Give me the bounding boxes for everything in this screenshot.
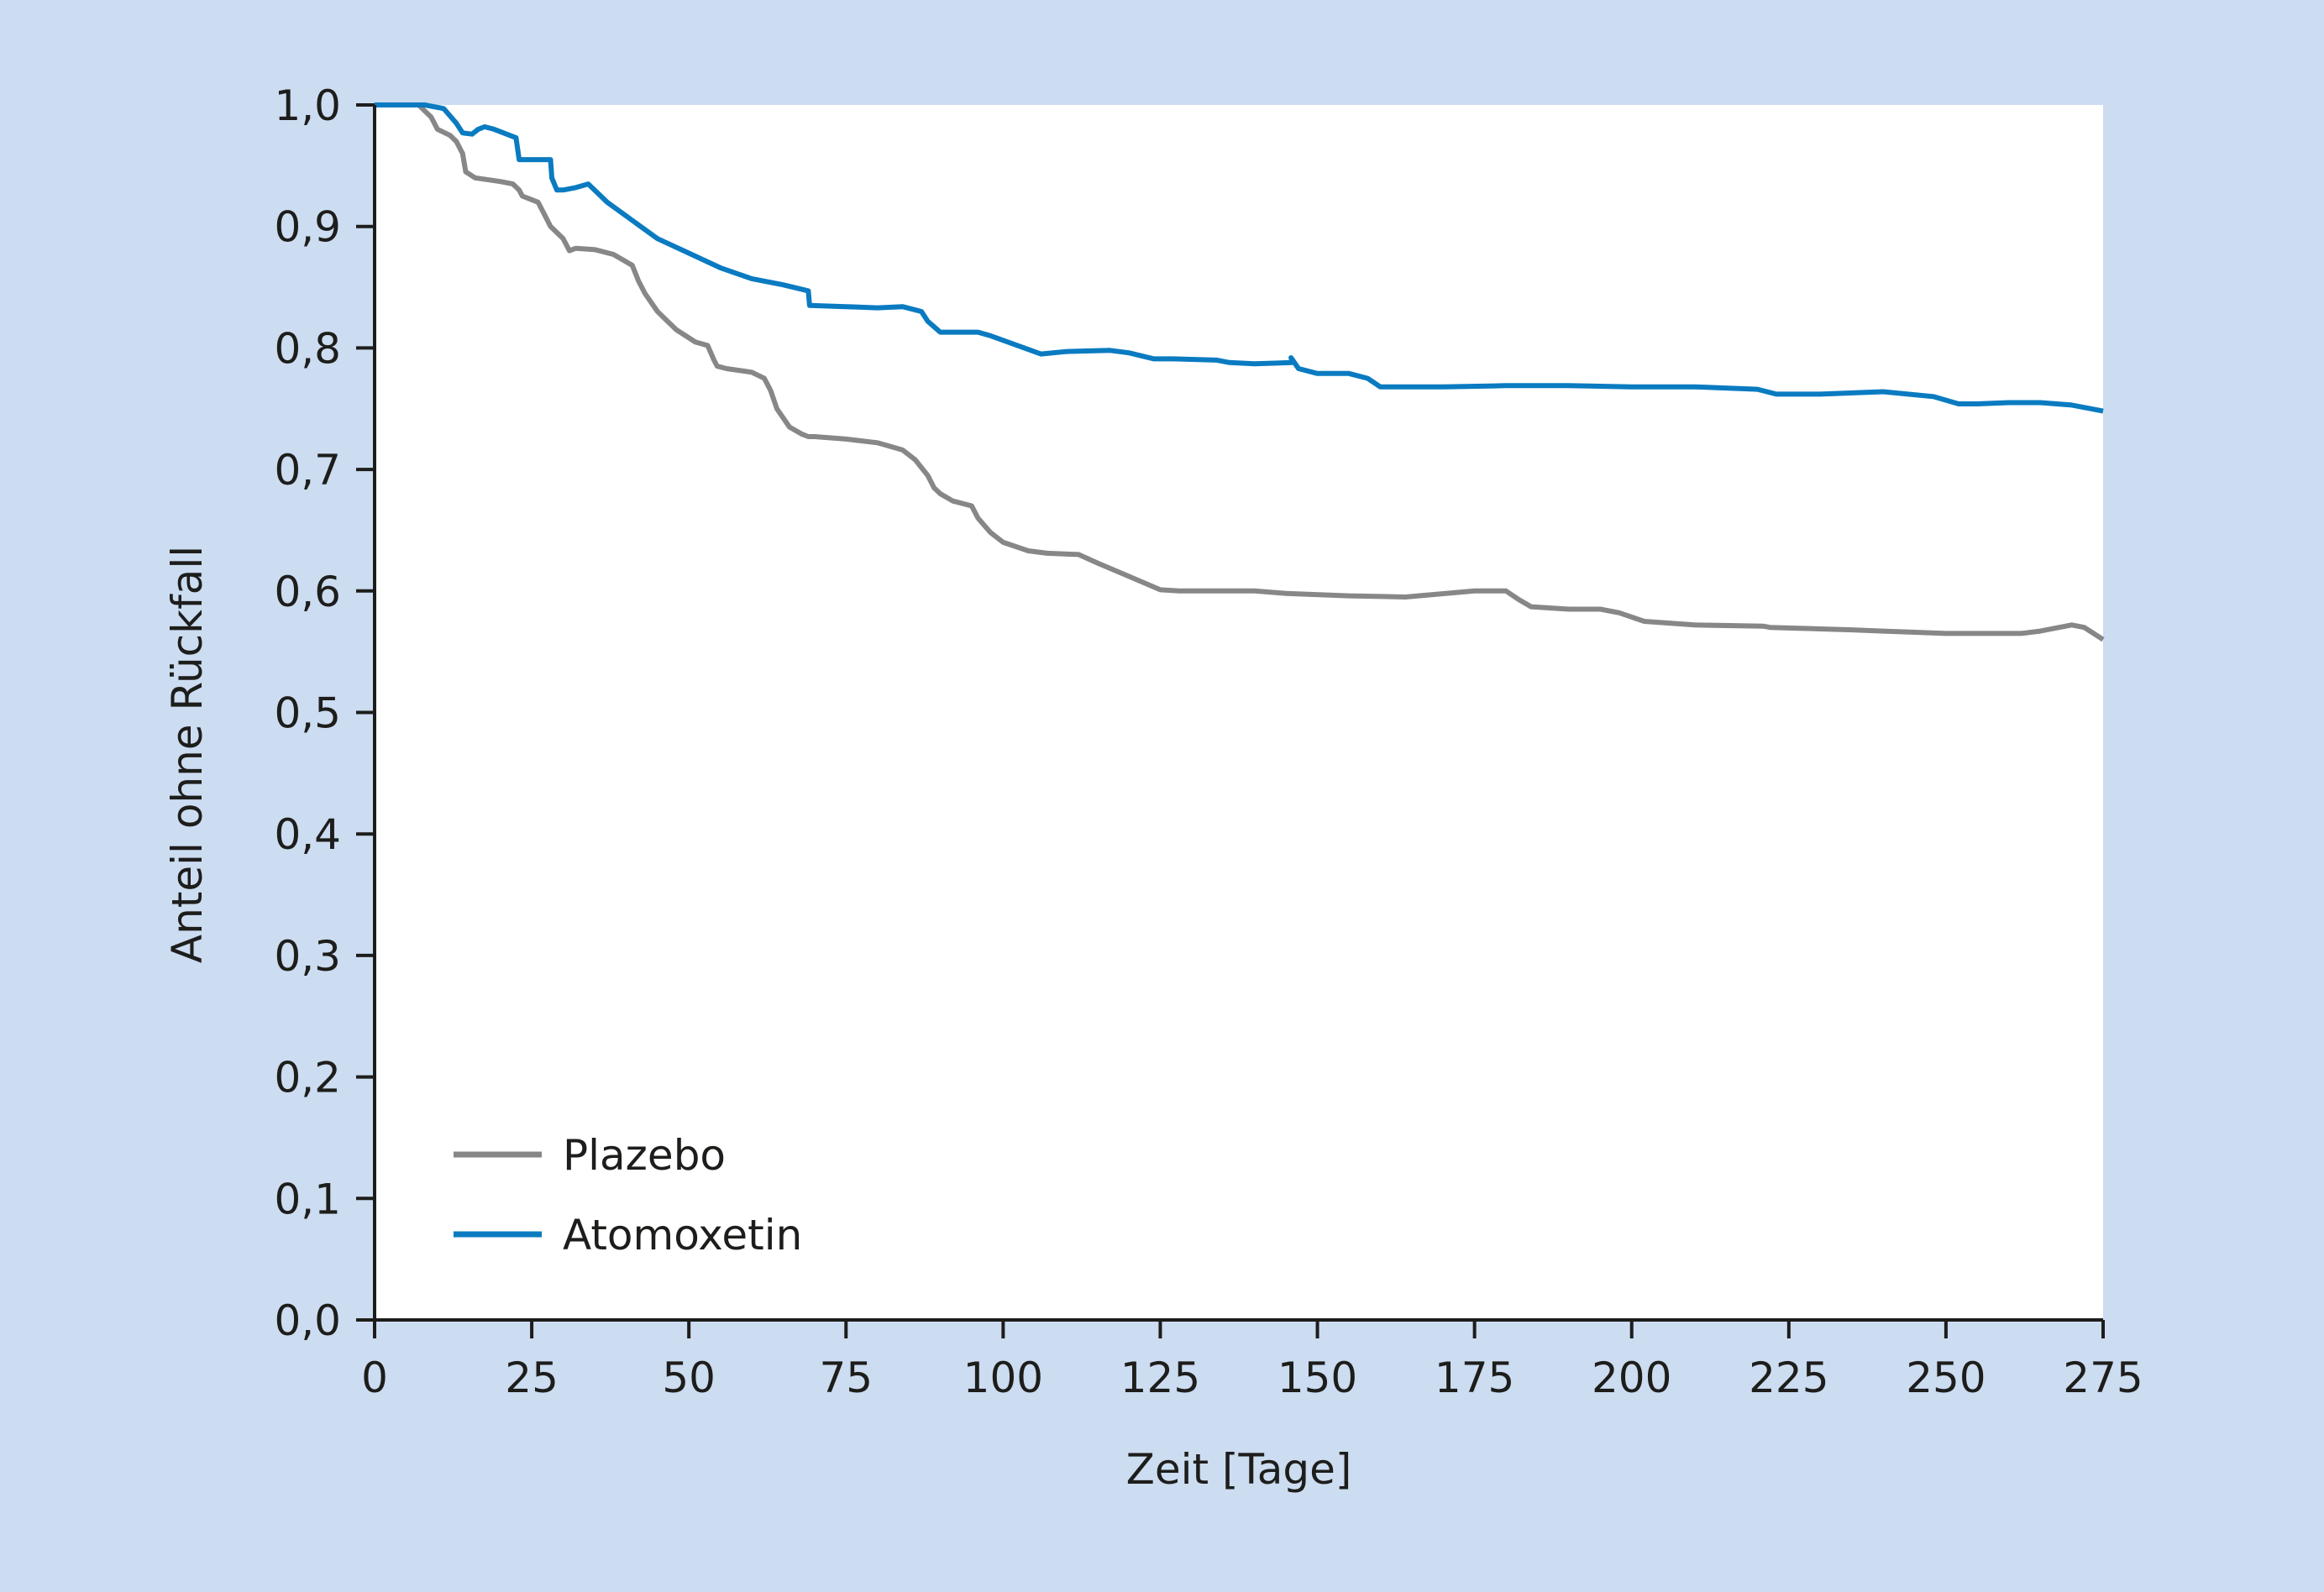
y-tick-label: 0,6 <box>274 568 341 616</box>
x-tick-label: 0 <box>361 1354 388 1402</box>
y-tick-label: 0,1 <box>274 1175 341 1223</box>
x-tick-label: 50 <box>662 1354 716 1402</box>
y-tick-label: 1,0 <box>274 81 341 130</box>
series-layer <box>375 102 2105 642</box>
x-tick-label: 175 <box>1435 1354 1514 1402</box>
x-tick-label: 25 <box>505 1354 559 1402</box>
x-tick-label: 100 <box>963 1354 1043 1402</box>
x-tick-label: 250 <box>1906 1354 1986 1402</box>
y-tick-label: 0,5 <box>274 689 341 738</box>
legend: Plazebo Atomoxetin <box>454 1131 802 1259</box>
legend-label-plazebo: Plazebo <box>563 1131 726 1180</box>
x-tick-label: 275 <box>2063 1354 2143 1402</box>
x-axis-title: Zeit [Tage] <box>1126 1445 1352 1494</box>
y-tick-label: 0,4 <box>274 810 341 859</box>
y-tick-label: 0,0 <box>274 1296 341 1345</box>
y-tick-label: 0,7 <box>274 446 341 495</box>
x-tick-label: 125 <box>1120 1354 1200 1402</box>
y-tick-label: 0,3 <box>274 932 341 981</box>
y-tick-label: 0,9 <box>274 203 341 252</box>
series-line-atomoxetin <box>375 102 2104 414</box>
plot-area <box>375 105 2103 1320</box>
legend-label-atomoxetin: Atomoxetin <box>563 1211 802 1259</box>
y-axis-title: Anteil ohne Rückfall <box>163 546 212 963</box>
x-tick-label: 150 <box>1277 1354 1357 1402</box>
x-tick-label: 200 <box>1592 1354 1671 1402</box>
ticks-layer: 0 25 50 75 100 125 150 175 200 225 250 275 0,0 0,1 0,2… <box>274 81 2143 1402</box>
x-tick-label: 75 <box>819 1354 873 1402</box>
x-tick-label: 225 <box>1749 1354 1828 1402</box>
y-tick-label: 0,2 <box>274 1054 341 1102</box>
series-line-plazebo <box>375 102 2105 642</box>
y-tick-label: 0,8 <box>274 324 341 373</box>
